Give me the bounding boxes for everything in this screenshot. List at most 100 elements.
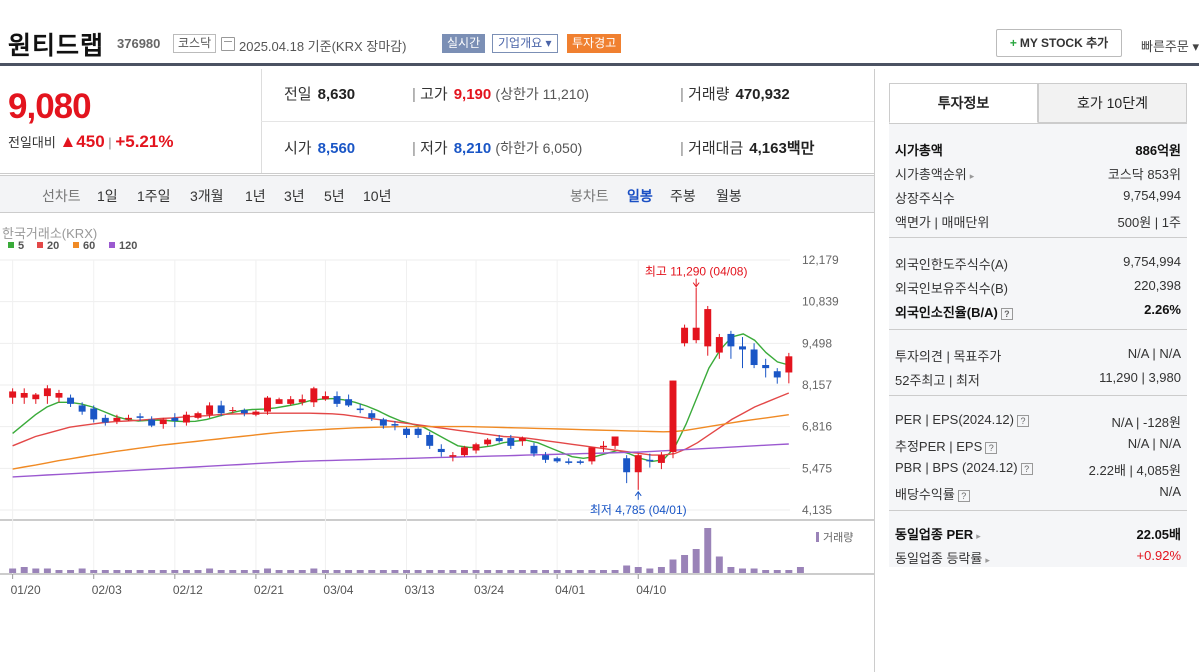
x-tick-label: 03/13 — [405, 583, 435, 597]
ma-legend-swatch — [37, 242, 43, 248]
tab-order-book[interactable]: 호가 10단계 — [1038, 83, 1187, 123]
info-key: 외국인한도주식수(A) — [895, 257, 1009, 272]
info-separator — [889, 395, 1187, 396]
candle-body — [264, 397, 271, 412]
info-row: 추정PER | EPS? N/A | N/A — [895, 436, 1181, 456]
tab-investment-info[interactable]: 투자정보 — [889, 83, 1038, 123]
candle-body — [217, 405, 225, 414]
chart-annotations: 최고 11,290 (04/08) 최저 4,785 (04/01) — [590, 265, 748, 517]
info-value: 11,290 | 3,980 — [1099, 370, 1181, 385]
price-change: 전일대비 ▲450 | +5.21% — [8, 132, 174, 151]
candle-body — [495, 438, 503, 442]
info-row: 52주최고 | 최저 11,290 | 3,980 — [895, 370, 1181, 390]
volume-bar — [715, 556, 723, 573]
y-tick-label: 9,498 — [802, 336, 832, 350]
volume-bar — [32, 568, 40, 573]
volume-bar — [252, 570, 260, 573]
candle-body — [194, 413, 202, 418]
info-row: 투자의견 | 목표주가 N/A | N/A — [895, 346, 1181, 366]
x-tick-label: 04/01 — [555, 583, 585, 597]
candle-body — [576, 461, 584, 463]
high-annotation: 최고 11,290 (04/08) — [645, 265, 748, 279]
volume-bar — [240, 570, 248, 573]
candle-body — [55, 392, 63, 398]
stock-name: 원티드랩 — [8, 32, 105, 60]
volume-bar — [437, 570, 445, 573]
period-5y[interactable]: 5년 — [324, 188, 345, 204]
info-row: 외국인보유주식수(B) 220,398 — [895, 278, 1181, 298]
current-price: 9,080 — [8, 87, 92, 126]
x-tick-label: 02/12 — [173, 583, 203, 597]
market-badge: 코스닥 — [173, 34, 217, 53]
candle-body — [125, 417, 132, 420]
help-icon[interactable]: ? — [985, 441, 998, 454]
price-chart[interactable]: 한국거래소(KRX) 5 20 60 120 거래량 12,179 10,839 9,49… — [0, 214, 874, 672]
ma-legend-swatch — [109, 242, 115, 248]
chart-source: 한국거래소(KRX) — [2, 226, 97, 241]
info-tabs: 투자정보 호가 10단계 — [889, 83, 1187, 123]
info-row: PER | EPS(2024.12)? N/A | -128원 — [895, 412, 1181, 432]
info-row[interactable]: 동일업종 등락률 ▸ +0.92% — [895, 548, 1181, 568]
candle-weekly[interactable]: 주봉 — [670, 188, 696, 204]
low-price: | 저가 8,210 (하한가 6,050) — [412, 140, 583, 157]
candle-body — [20, 392, 28, 398]
quick-order-dropdown[interactable]: 빠른주문 ▾ — [1141, 39, 1199, 54]
candle-daily[interactable]: 일봉 — [627, 188, 653, 204]
candle-body — [78, 405, 86, 412]
chevron-right-icon: ▸ — [969, 171, 975, 181]
volume-bar — [495, 570, 503, 573]
volume-bar — [704, 528, 712, 573]
info-value: 코스닥 853위 — [1107, 167, 1181, 182]
volume-bar — [20, 567, 28, 573]
candle-body — [553, 458, 561, 462]
candle-body — [356, 408, 364, 411]
period-1w[interactable]: 1주일 — [137, 188, 171, 204]
prev-close: 전일 8,630 — [284, 86, 356, 103]
info-key: 52주최고 | 최저 — [895, 373, 980, 388]
ma-legend-label: 120 — [119, 240, 137, 252]
info-value: N/A — [1159, 484, 1181, 499]
volume-bar — [692, 549, 700, 573]
info-row: 액면가 | 매매단위 500원 | 1주 — [895, 212, 1181, 232]
company-overview-dropdown[interactable]: 기업개요 ▾ — [492, 34, 558, 53]
ma-line-ma60 — [12, 414, 789, 470]
candle-body — [518, 438, 526, 442]
candle-body — [252, 411, 260, 415]
help-icon[interactable]: ? — [1017, 414, 1029, 427]
period-10y[interactable]: 10년 — [363, 188, 392, 204]
info-row[interactable]: 시가총액순위 ▸ 코스닥 853위 — [895, 164, 1181, 184]
volume-bar — [194, 570, 202, 573]
ma-legend-swatch — [8, 242, 14, 248]
info-row: 배당수익률? N/A — [895, 484, 1181, 504]
volume: | 거래량 470,932 — [680, 86, 790, 103]
volume-legend-swatch — [816, 532, 819, 542]
candle-monthly[interactable]: 월봉 — [716, 188, 742, 204]
volume-bar — [171, 570, 179, 573]
period-1y[interactable]: 1년 — [245, 188, 266, 204]
high-price: | 고가 9,190 (상한가 11,210) — [412, 86, 590, 103]
ma-line-ma20 — [12, 392, 790, 456]
help-icon[interactable]: ? — [1000, 307, 1013, 320]
info-row[interactable]: 동일업종 PER ▸ 22.05배 — [895, 524, 1181, 544]
candle-body — [43, 388, 51, 397]
help-icon[interactable]: ? — [1020, 462, 1033, 475]
help-icon[interactable]: ? — [957, 489, 970, 502]
period-3y[interactable]: 3년 — [284, 188, 305, 204]
info-key: 투자의견 | 목표주가 — [895, 349, 1002, 364]
y-tick-label: 4,135 — [802, 503, 832, 517]
candles — [9, 287, 793, 490]
info-row: PBR | BPS (2024.12)? 2.22배 | 4,085원 — [895, 460, 1181, 480]
candlestick-chart-svg[interactable]: 한국거래소(KRX) 5 20 60 120 거래량 12,179 10,839 9,49… — [0, 214, 874, 672]
volume-bar — [298, 570, 306, 573]
candle-body — [600, 445, 607, 448]
volume-bar — [391, 570, 399, 573]
stock-code: 376980 — [117, 36, 161, 51]
info-value: 9,754,994 — [1123, 254, 1181, 269]
candle-body — [333, 396, 341, 404]
volume-bar — [669, 559, 677, 573]
add-mystock-button[interactable]: + MY STOCK 추가 — [996, 29, 1122, 57]
period-3m[interactable]: 3개월 — [190, 188, 224, 204]
period-1d[interactable]: 1일 — [97, 188, 118, 204]
realtime-tag[interactable]: 실시간 — [442, 34, 486, 53]
volume-bar — [600, 570, 607, 573]
